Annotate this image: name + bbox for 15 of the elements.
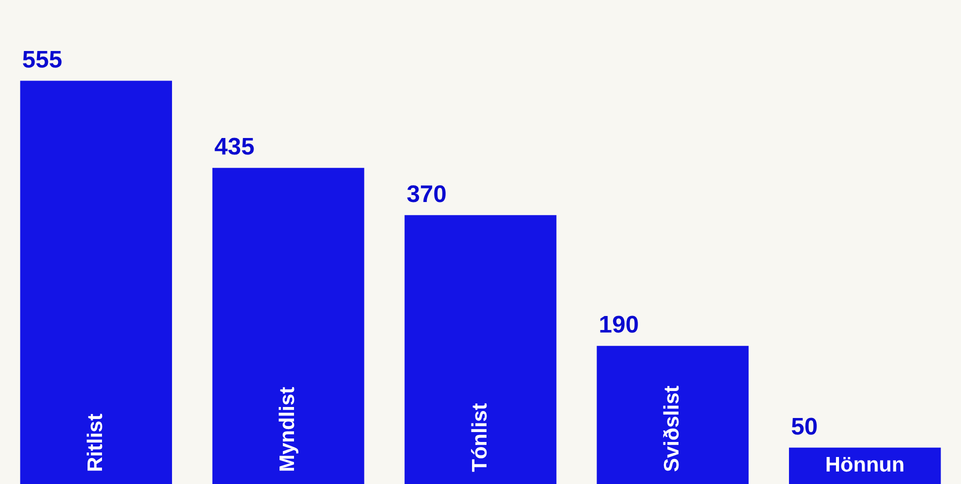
data-label: 435 xyxy=(214,134,254,161)
x-tick-label: Sviðslist xyxy=(660,386,684,472)
x-tick-label: Myndlist xyxy=(276,386,300,472)
x-tick-label: Ritlist xyxy=(84,414,107,472)
bar xyxy=(20,80,172,484)
data-label: 190 xyxy=(598,312,639,339)
data-label: 370 xyxy=(406,180,447,208)
bar xyxy=(212,168,364,484)
data-label: 555 xyxy=(22,46,62,74)
x-tick-label: Hönnun xyxy=(825,454,905,477)
bar xyxy=(404,215,556,484)
x-tick-label: Tónlist xyxy=(468,403,492,472)
bar xyxy=(788,448,941,484)
bar xyxy=(596,346,749,484)
data-label: 50 xyxy=(790,413,818,440)
